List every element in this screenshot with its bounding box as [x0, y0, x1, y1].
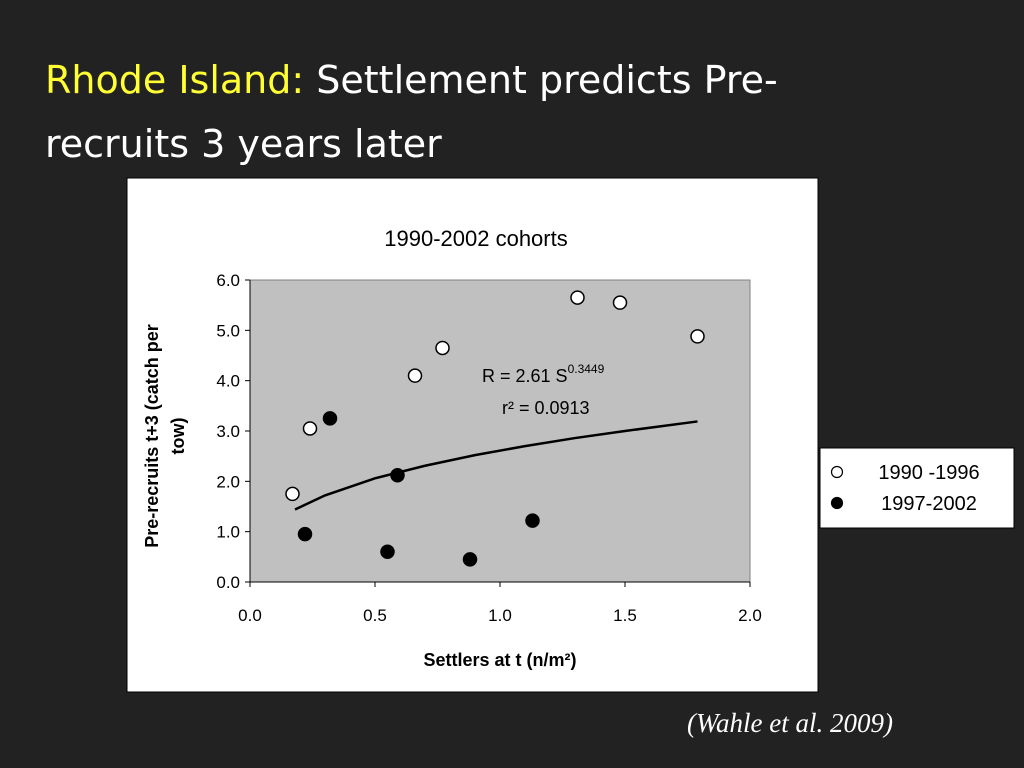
- legend-label: 1990 -1996: [878, 462, 979, 484]
- x-tick-label: 1.0: [488, 606, 512, 625]
- trendline: [294, 420, 698, 511]
- r-squared: r² = 0.0913: [502, 398, 590, 418]
- point: [570, 290, 585, 305]
- x-tick-label: 0.5: [363, 606, 387, 625]
- point: [435, 340, 450, 356]
- y-tick-label: 1.0: [216, 523, 240, 542]
- point: [612, 295, 628, 310]
- point: [302, 421, 318, 436]
- point: [390, 468, 405, 483]
- citation: (Wahle et al. 2009): [687, 708, 893, 738]
- legend-box: [819, 447, 1015, 529]
- y-tick-label: 6.0: [216, 271, 240, 290]
- point: [285, 486, 300, 502]
- plot-area: [249, 279, 751, 583]
- y-tick-label: 4.0: [216, 372, 240, 391]
- legend-label: 1997-2002: [881, 493, 977, 515]
- title-text: Settlement predicts Pre-recruits 3 years…: [45, 58, 778, 166]
- x-axis-label: Settlers at t (n/m²): [423, 650, 576, 670]
- y-tick-label: 0.0: [216, 573, 240, 592]
- legend-marker: [830, 496, 844, 510]
- equation-exponent: 0.3449: [568, 362, 605, 376]
- x-tick-label: 1.5: [613, 606, 637, 625]
- equation-text: R = 2.61 S: [482, 366, 568, 386]
- point: [380, 544, 395, 560]
- legend-marker: [830, 465, 844, 479]
- y-tick-label: 3.0: [216, 422, 240, 441]
- x-tick-label: 0.0: [238, 606, 262, 625]
- point: [322, 411, 338, 426]
- point: [690, 329, 705, 344]
- y-tick-label: 5.0: [216, 321, 240, 340]
- point: [525, 513, 540, 528]
- equation: R = 2.61 S0.3449: [482, 362, 605, 386]
- y-label-line: tow): [168, 418, 188, 455]
- chart-title: 1990-2002 cohorts: [384, 226, 567, 251]
- point: [297, 526, 313, 542]
- point: [407, 368, 423, 383]
- point: [462, 552, 478, 567]
- y-tick-label: 2.0: [216, 472, 240, 491]
- title-lead: Rhode Island:: [45, 58, 305, 102]
- x-tick-label: 2.0: [738, 606, 762, 625]
- y-label-line: Pre-recruits t+3 (catch per: [142, 324, 162, 548]
- y-axis-label: Pre-recruits t+3 (catch per tow): [142, 324, 188, 548]
- slide-title: Rhode Island: Settlement predicts Pre-re…: [45, 48, 895, 176]
